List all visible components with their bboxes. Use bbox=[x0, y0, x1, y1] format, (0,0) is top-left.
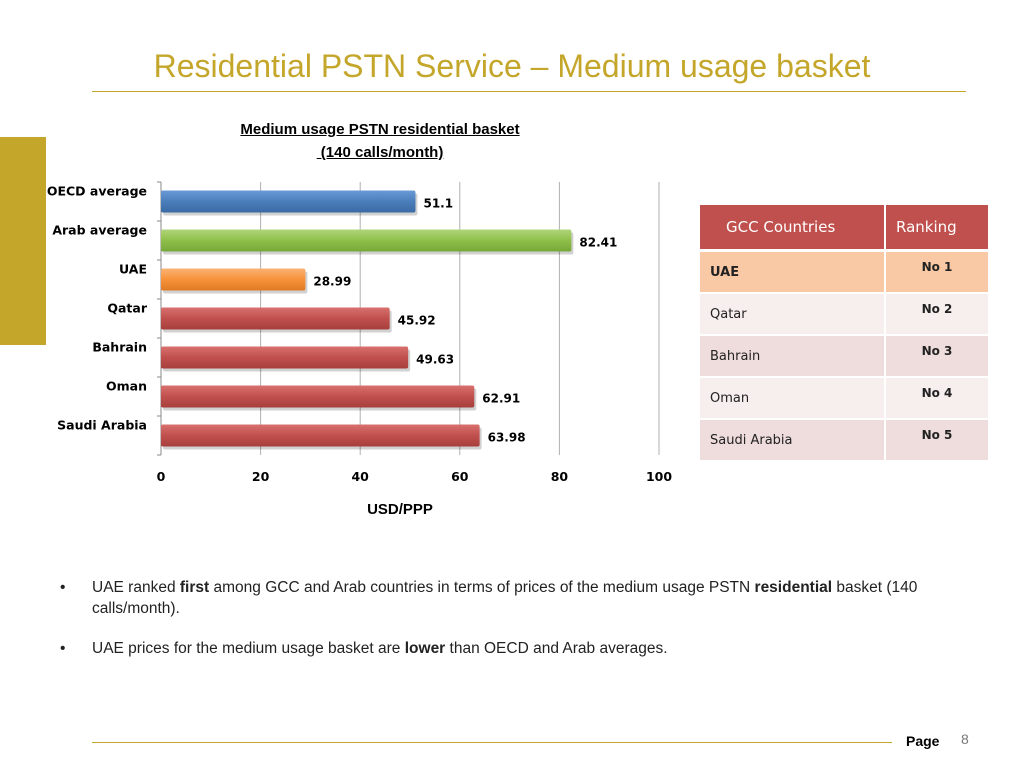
table-cell-country: Bahrain bbox=[700, 335, 886, 378]
data-label: 28.99 bbox=[313, 275, 351, 289]
chart-title-line1: Medium usage PSTN residential basket bbox=[240, 121, 520, 138]
bar bbox=[161, 385, 475, 408]
table-cell-rank: No 5 bbox=[885, 419, 990, 462]
page-label: Page bbox=[906, 733, 940, 749]
data-label: 63.98 bbox=[488, 431, 526, 445]
title-divider bbox=[92, 91, 966, 92]
category-label: OECD average bbox=[47, 184, 147, 199]
bullet-text: among GCC and Arab countries in terms of… bbox=[209, 579, 755, 596]
gcc-ranking-table: GCC Countries Ranking UAE No 1 Qatar No … bbox=[700, 205, 990, 462]
chart-title-line2: (140 calls/month) bbox=[316, 144, 444, 161]
chart-title: Medium usage PSTN residential basket (14… bbox=[180, 118, 580, 164]
bullet-emphasis: residential bbox=[754, 579, 833, 596]
table-cell-country: UAE bbox=[700, 250, 886, 294]
x-tick-label: 80 bbox=[551, 469, 569, 484]
bullet-list: • UAE ranked first among GCC and Arab co… bbox=[60, 577, 980, 678]
table-cell-country: Saudi Arabia bbox=[700, 419, 886, 462]
bullet-marker: • bbox=[60, 640, 66, 657]
x-axis-title: USD/PPP bbox=[367, 501, 433, 518]
bullet-marker: • bbox=[60, 579, 66, 596]
category-label: Oman bbox=[106, 379, 147, 394]
bar bbox=[161, 229, 572, 252]
x-tick-label: 20 bbox=[252, 469, 270, 484]
table-row: Bahrain No 3 bbox=[700, 335, 990, 378]
bullet-text: UAE prices for the medium usage basket a… bbox=[92, 640, 405, 657]
category-label: Saudi Arabia bbox=[57, 418, 147, 433]
table-cell-rank: No 3 bbox=[885, 335, 990, 378]
bullet-emphasis: first bbox=[179, 579, 210, 596]
bullet-text: basket (140 calls/month). bbox=[92, 579, 922, 617]
bullet-text: than OECD and Arab averages. bbox=[445, 640, 668, 657]
data-label: 62.91 bbox=[482, 392, 520, 406]
data-label: 82.41 bbox=[579, 236, 617, 250]
table-row: Qatar No 2 bbox=[700, 293, 990, 336]
table-row: Saudi Arabia No 5 bbox=[700, 419, 990, 462]
category-label: Qatar bbox=[107, 301, 147, 316]
bar bbox=[161, 190, 416, 213]
bullet-item: • UAE ranked first among GCC and Arab co… bbox=[60, 577, 980, 619]
category-label: UAE bbox=[119, 262, 147, 277]
table-cell-rank: No 4 bbox=[885, 377, 990, 420]
slide-title: Residential PSTN Service – Medium usage … bbox=[153, 48, 871, 84]
x-tick-label: 40 bbox=[351, 469, 369, 484]
bar bbox=[161, 424, 480, 447]
category-label: Bahrain bbox=[92, 340, 147, 355]
bar bbox=[161, 346, 409, 369]
x-tick-label: 0 bbox=[157, 469, 166, 484]
table-cell-rank: No 2 bbox=[885, 293, 990, 336]
bar bbox=[161, 268, 306, 291]
x-tick-label: 60 bbox=[451, 469, 469, 484]
footer-divider bbox=[92, 742, 892, 743]
bullet-emphasis: lower bbox=[404, 640, 446, 657]
data-label: 45.92 bbox=[398, 314, 436, 328]
table-header-country: GCC Countries bbox=[700, 205, 886, 252]
x-tick-label: 100 bbox=[646, 469, 672, 484]
table-row: UAE No 1 bbox=[700, 250, 990, 294]
data-label: 49.63 bbox=[416, 353, 454, 367]
bullet-text: UAE ranked bbox=[92, 579, 180, 596]
bar-chart: OECD average 51.1 Arab average 82.41 UAE 28.9… bbox=[47, 181, 672, 484]
page-number: 8 bbox=[961, 731, 969, 747]
bar bbox=[161, 307, 390, 330]
table-cell-country: Oman bbox=[700, 377, 886, 420]
table-cell-rank: No 1 bbox=[885, 250, 990, 294]
table-row: Oman No 4 bbox=[700, 377, 990, 420]
category-label: Arab average bbox=[52, 223, 147, 238]
table-cell-country: Qatar bbox=[700, 293, 886, 336]
data-label: 51.1 bbox=[423, 197, 453, 211]
table-header-ranking: Ranking bbox=[885, 205, 990, 252]
bullet-item: • UAE prices for the medium usage basket… bbox=[60, 638, 980, 659]
accent-block bbox=[0, 137, 46, 345]
